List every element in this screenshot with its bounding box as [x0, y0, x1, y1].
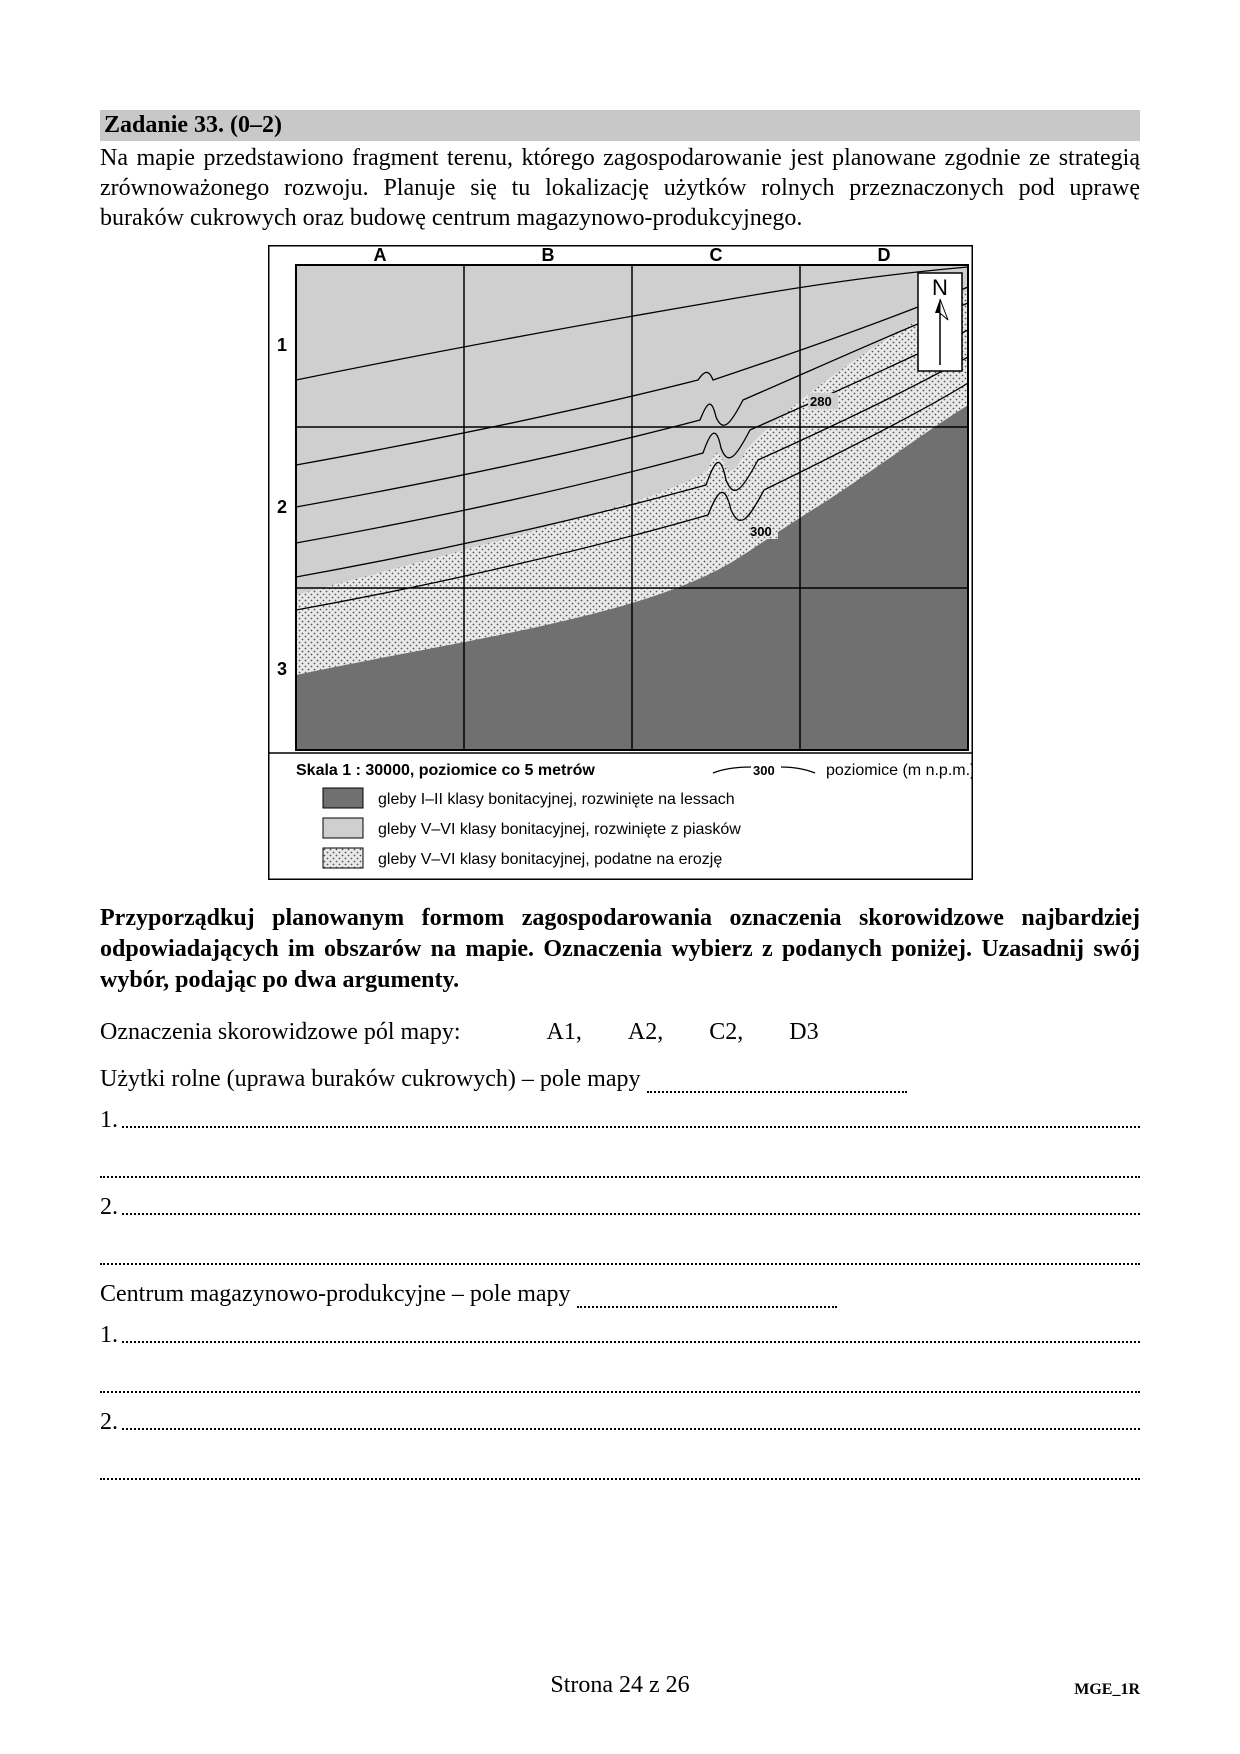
task-intro: Na mapie przedstawiono fragment terenu, …	[100, 143, 1140, 233]
row-label-3: 3	[276, 659, 286, 679]
row-label-1: 1	[276, 335, 286, 355]
svg-text:gleby V–VI klasy bonitacyjnej,: gleby V–VI klasy bonitacyjnej, podatne n…	[378, 851, 722, 868]
col-label-d: D	[877, 245, 890, 265]
page-footer: Strona 24 z 26	[0, 1672, 1240, 1699]
contour-label-280: 280	[810, 394, 832, 409]
col-label-c: C	[709, 245, 722, 265]
north-arrow: N	[918, 273, 962, 371]
answer1-arg2: 2.	[100, 1194, 1140, 1221]
answer2-arg2-cont[interactable]	[100, 1452, 1140, 1480]
contour-label-300: 300	[750, 524, 772, 539]
col-label-b: B	[541, 245, 554, 265]
svg-text:gleby I–II klasy bonitacyjnej,: gleby I–II klasy bonitacyjnej, rozwinięt…	[378, 791, 735, 808]
answer1-arg1-cont[interactable]	[100, 1150, 1140, 1178]
answer1-arg1-blank[interactable]	[122, 1107, 1140, 1129]
answer2-arg2-blank[interactable]	[122, 1409, 1140, 1431]
svg-text:poziomice (m n.p.m.): poziomice (m n.p.m.)	[826, 762, 973, 779]
answer2-arg2: 2.	[100, 1409, 1140, 1436]
map-svg: 280 300 A B C D	[268, 245, 973, 880]
answer1-arg1: 1.	[100, 1107, 1140, 1134]
answer2-label-line: Centrum magazynowo-produkcyjne – pole ma…	[100, 1281, 1140, 1308]
row-label-2: 2	[276, 497, 286, 517]
svg-text:Skala 1 : 30000, poziomice c: Skala 1 : 30000, poziomice co 5 metrów	[296, 762, 595, 779]
answer2-arg1: 1.	[100, 1322, 1140, 1349]
col-label-a: A	[373, 245, 386, 265]
answer1-arg2-blank[interactable]	[122, 1194, 1140, 1216]
answer1-field-blank[interactable]	[647, 1071, 907, 1093]
task-header: Zadanie 33. (0–2)	[100, 110, 1140, 141]
answer1-arg2-cont[interactable]	[100, 1237, 1140, 1265]
options-row: Oznaczenia skorowidzowe pól mapy: A1, A2…	[100, 1019, 1140, 1046]
svg-text:N: N	[932, 275, 948, 300]
answer2-arg1-cont[interactable]	[100, 1365, 1140, 1393]
svg-text:gleby V–VI klasy bonitacyjnej,: gleby V–VI klasy bonitacyjnej, rozwinięt…	[378, 821, 741, 838]
footer-code: MGE_1R	[1074, 1681, 1140, 1699]
answer1-label-line: Użytki rolne (uprawa buraków cukrowych) …	[100, 1066, 1140, 1093]
answer2-arg1-blank[interactable]	[122, 1322, 1140, 1344]
map-figure: 280 300 A B C D	[268, 245, 973, 885]
answer2-field-blank[interactable]	[577, 1286, 837, 1308]
task-instruction: Przyporządkuj planowanym formom zagospod…	[100, 903, 1140, 997]
svg-text:300: 300	[753, 763, 775, 778]
